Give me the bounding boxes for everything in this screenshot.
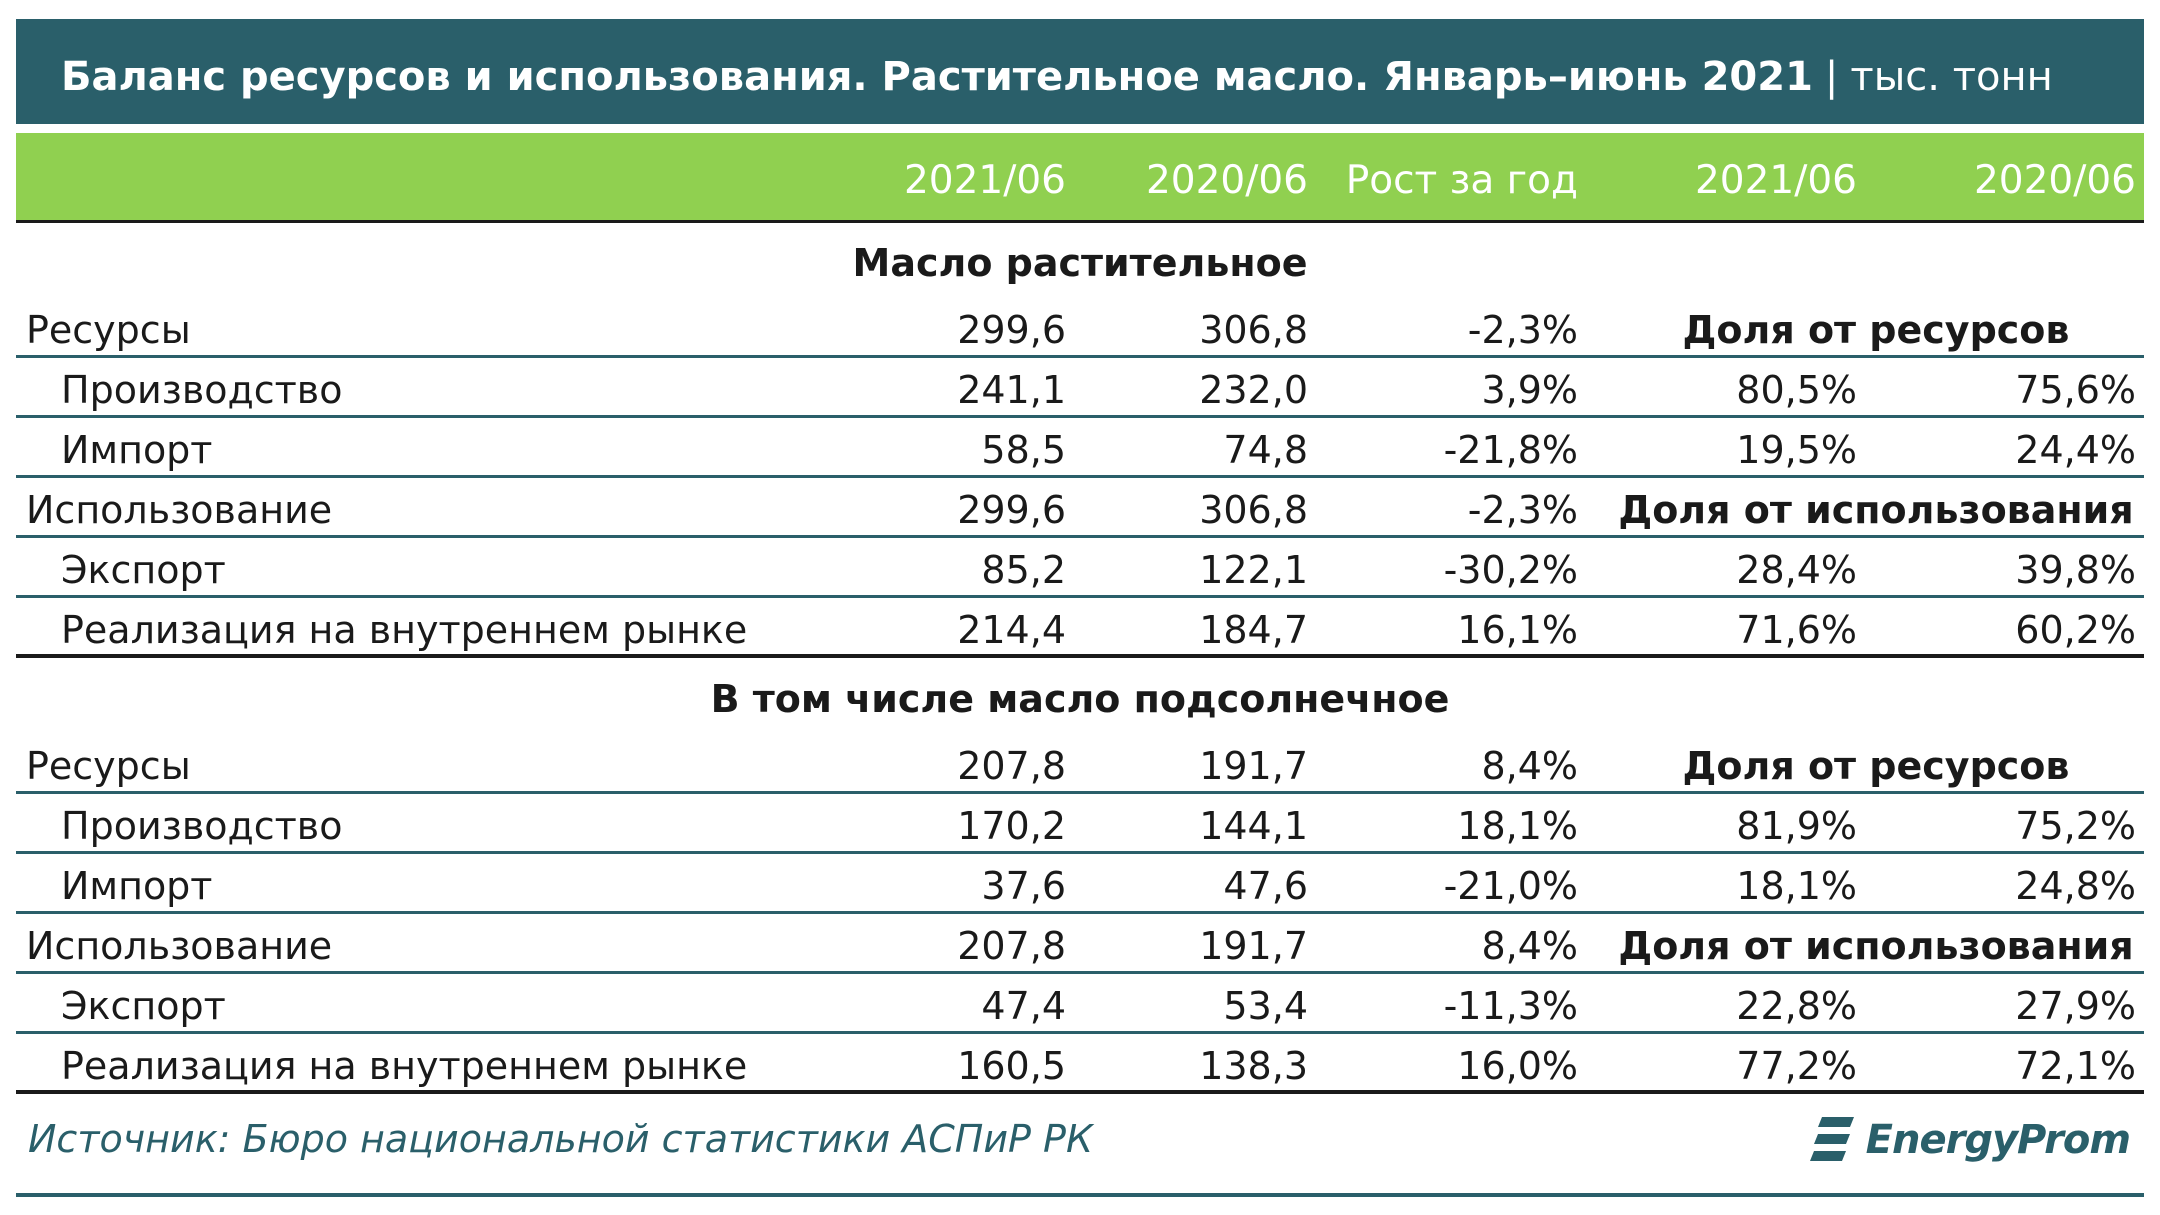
share-2021-06: 80,5% (1736, 368, 1857, 412)
row-label: Производство (61, 804, 343, 848)
value-2021-06: 207,8 (957, 744, 1066, 788)
row-label: Экспорт (61, 548, 226, 592)
row-label: Реализация на внутреннем рынке (61, 1044, 748, 1088)
value-2021-06: 207,8 (957, 924, 1066, 968)
share-2021-06: 77,2% (1736, 1044, 1857, 1088)
growth-value: -2,3% (1467, 308, 1578, 352)
share-2020-06: 24,8% (2015, 864, 2136, 908)
row-label: Импорт (61, 864, 213, 908)
value-2021-06: 299,6 (957, 308, 1066, 352)
section-title: Масло растительное (852, 241, 1308, 285)
table-row: Использование 207,8 191,7 8,4% Доля от испол… (16, 914, 2144, 974)
table-row: Ресурсы 207,8 191,7 8,4% Доля от ресурсов (16, 734, 2144, 794)
row-label: Производство (61, 368, 343, 412)
table-row: Реализация на внутреннем рынке 214,4 184,7… (16, 598, 2144, 658)
value-2021-06: 241,1 (957, 368, 1066, 412)
table-row: Использование 299,6 306,8 -2,3% Доля от испо… (16, 478, 2144, 538)
title-unit: тыс. тонн (1850, 54, 2053, 100)
value-2021-06: 170,2 (957, 804, 1066, 848)
page-title: Баланс ресурсов и использования. Растите… (61, 54, 1813, 100)
share-2021-06: 22,8% (1736, 984, 1857, 1028)
share-2020-06: 60,2% (2015, 608, 2136, 652)
growth-value: -30,2% (1443, 548, 1578, 592)
share-2020-06: 24,4% (2015, 428, 2136, 472)
growth-value: -11,3% (1443, 984, 1578, 1028)
value-2020-06: 53,4 (1223, 984, 1308, 1028)
value-2020-06: 184,7 (1199, 608, 1308, 652)
value-2021-06: 85,2 (981, 548, 1066, 592)
value-2020-06: 144,1 (1199, 804, 1308, 848)
value-2020-06: 191,7 (1199, 924, 1308, 968)
col-header-growth: Рост за год (1345, 158, 1578, 203)
table-row: Производство 170,2 144,1 18,1% 81,9% 75,2% (16, 794, 2144, 854)
table-row: Экспорт 47,4 53,4 -11,3% 22,8% 27,9% (16, 974, 2144, 1034)
title-bar: Баланс ресурсов и использования. Растите… (16, 19, 2144, 124)
share-label: Доля от использования (1618, 488, 2134, 532)
share-2020-06: 75,6% (2015, 368, 2136, 412)
share-2020-06: 27,9% (2015, 984, 2136, 1028)
share-2021-06: 19,5% (1736, 428, 1857, 472)
table-row: Экспорт 85,2 122,1 -30,2% 28,4% 39,8% (16, 538, 2144, 598)
logo-text: EnergyProm (1865, 1117, 2131, 1163)
row-label: Экспорт (61, 984, 226, 1028)
col-header-2021-06: 2021/06 (903, 158, 1066, 203)
row-label: Реализация на внутреннем рынке (61, 608, 748, 652)
share-2020-06: 72,1% (2015, 1044, 2136, 1088)
growth-value: 16,0% (1457, 1044, 1578, 1088)
col-header-share-2020-06: 2020/06 (1973, 158, 2136, 203)
value-2021-06: 47,4 (981, 984, 1066, 1028)
source-note: Источник: Бюро национальной статистики А… (28, 1117, 1093, 1161)
share-label: Доля от ресурсов (1682, 744, 2070, 788)
share-2021-06: 81,9% (1736, 804, 1857, 848)
share-2020-06: 39,8% (2015, 548, 2136, 592)
value-2021-06: 160,5 (957, 1044, 1066, 1088)
share-label: Доля от ресурсов (1682, 308, 2070, 352)
table-row: Импорт 37,6 47,6 -21,0% 18,1% 24,8% (16, 854, 2144, 914)
value-2020-06: 122,1 (1199, 548, 1308, 592)
energyprom-logo-icon (1809, 1117, 1854, 1161)
table-row: Реализация на внутреннем рынке 160,5 138,3… (16, 1034, 2144, 1094)
share-2021-06: 71,6% (1736, 608, 1857, 652)
growth-value: 3,9% (1481, 368, 1578, 412)
growth-value: -21,0% (1443, 864, 1578, 908)
value-2021-06: 58,5 (981, 428, 1066, 472)
growth-value: 8,4% (1481, 924, 1578, 968)
col-header-2020-06: 2020/06 (1145, 158, 1308, 203)
table-row: Производство 241,1 232,0 3,9% 80,5% 75,6% (16, 358, 2144, 418)
column-header-row: 2021/06 2020/06 Рост за год 2021/06 2020… (16, 133, 2144, 223)
row-label: Ресурсы (26, 308, 191, 352)
growth-value: 18,1% (1457, 804, 1578, 848)
bottom-rule (16, 1193, 2144, 1197)
title-separator: | (1824, 54, 1839, 100)
table-row: Импорт 58,5 74,8 -21,8% 19,5% 24,4% (16, 418, 2144, 478)
value-2020-06: 306,8 (1199, 488, 1308, 532)
growth-value: 8,4% (1481, 744, 1578, 788)
title-text: Баланс ресурсов и использования. Растите… (61, 19, 2053, 124)
value-2021-06: 37,6 (981, 864, 1066, 908)
share-2020-06: 75,2% (2015, 804, 2136, 848)
value-2020-06: 306,8 (1199, 308, 1308, 352)
value-2020-06: 232,0 (1199, 368, 1308, 412)
table-row: Ресурсы 299,6 306,8 -2,3% Доля от ресурсов (16, 298, 2144, 358)
logo: EnergyProm (1809, 1110, 2131, 1170)
value-2020-06: 138,3 (1199, 1044, 1308, 1088)
row-label: Импорт (61, 428, 213, 472)
value-2021-06: 299,6 (957, 488, 1066, 532)
value-2020-06: 74,8 (1223, 428, 1308, 472)
growth-value: 16,1% (1457, 608, 1578, 652)
share-2021-06: 28,4% (1736, 548, 1857, 592)
col-header-share-2021-06: 2021/06 (1694, 158, 1857, 203)
growth-value: -21,8% (1443, 428, 1578, 472)
value-2021-06: 214,4 (957, 608, 1066, 652)
value-2020-06: 191,7 (1199, 744, 1308, 788)
growth-value: -2,3% (1467, 488, 1578, 532)
share-label: Доля от использования (1618, 924, 2134, 968)
value-2020-06: 47,6 (1223, 864, 1308, 908)
row-label: Использование (26, 924, 333, 968)
share-2021-06: 18,1% (1736, 864, 1857, 908)
row-label: Использование (26, 488, 333, 532)
section-title: В том числе масло подсолнечное (710, 677, 1450, 721)
row-label: Ресурсы (26, 744, 191, 788)
